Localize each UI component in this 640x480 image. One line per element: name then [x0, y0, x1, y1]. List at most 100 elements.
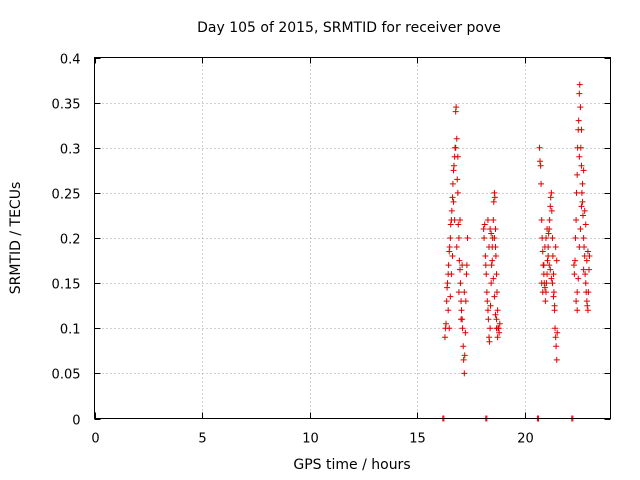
data-point: [494, 334, 501, 341]
data-point: [459, 262, 466, 269]
y-tick-labels: 0 0.05 0.1 0.15 0.2 0.25 0.3 0.35 0.4: [52, 53, 81, 429]
data-point: [487, 302, 494, 309]
data-point: [584, 307, 591, 314]
data-point: [552, 325, 559, 332]
data-point: [549, 235, 556, 241]
data-point: [582, 271, 589, 278]
data-point: [488, 230, 495, 237]
data-point: [496, 320, 503, 327]
data-point: [574, 307, 581, 314]
data-point: [457, 216, 463, 223]
y-axis-label: SRMTID / TECUs: [8, 182, 24, 295]
data-point: [550, 293, 557, 300]
data-point: [578, 126, 585, 133]
y-tick-label: 0.4: [60, 53, 81, 68]
data-point: [462, 298, 469, 305]
y-tick-label: 0.3: [60, 143, 81, 158]
x-tick-label: 15: [409, 432, 426, 447]
data-point: [493, 325, 500, 332]
data-point: [483, 289, 490, 296]
data-point: [548, 189, 555, 196]
data-point: [459, 325, 466, 332]
data-point: [575, 117, 582, 124]
x-tick-label: 0: [91, 432, 99, 447]
data-point: [493, 316, 500, 323]
data-point: [454, 153, 461, 160]
data-point: [483, 271, 490, 278]
data-point: [457, 280, 464, 287]
data-point: [538, 180, 545, 187]
data-point: [576, 90, 583, 97]
data-point: [441, 334, 448, 341]
data-point: [450, 198, 457, 205]
plot-frame: [94, 57, 611, 419]
data-point: [487, 325, 494, 332]
data-point: [582, 221, 589, 228]
axis-ticks: [94, 57, 611, 420]
x-tick-label: 20: [517, 432, 534, 447]
data-point: [490, 275, 497, 282]
data-point: [493, 271, 500, 278]
y-tick-label: 0.15: [52, 278, 81, 293]
data-point: [575, 275, 582, 282]
data-point: [461, 289, 468, 296]
data-point: [484, 298, 491, 305]
data-point: [582, 280, 589, 287]
data-point: [546, 216, 553, 223]
data-point: [487, 225, 494, 232]
data-point: [578, 189, 585, 196]
data-point: [461, 370, 468, 377]
data-point: [573, 189, 580, 196]
data-point: [453, 135, 460, 142]
data-point: [548, 275, 555, 282]
y-tick-label: 0.05: [52, 368, 81, 383]
data-point: [447, 235, 454, 241]
data-point: [448, 207, 455, 214]
data-point: [453, 244, 460, 251]
data-point: [580, 235, 587, 241]
data-point: [536, 158, 543, 165]
data-point: [488, 280, 495, 287]
data-point: [484, 307, 491, 314]
data-point: [585, 289, 592, 296]
chart-title: Day 105 of 2015, SRMTID for receiver pov…: [197, 20, 501, 36]
data-point: [443, 298, 450, 305]
data-point: [446, 325, 453, 332]
data-point: [453, 104, 460, 111]
data-point: [572, 257, 579, 264]
data-point: [554, 329, 561, 336]
data-point: [455, 221, 462, 228]
data-point: [481, 221, 488, 228]
data-point: [447, 221, 454, 228]
x-tick-label: 5: [198, 432, 206, 447]
data-point: [454, 176, 461, 183]
data-point: [482, 262, 489, 269]
data-point: [547, 203, 554, 210]
data-point: [460, 343, 467, 350]
data-point: [480, 225, 487, 232]
x-tick-label: 10: [302, 432, 319, 447]
x-tick-labels: 0 5 10 15 20: [91, 432, 533, 447]
y-tick-label: 0.1: [60, 323, 81, 338]
data-point: [553, 343, 560, 350]
data-points: [439, 81, 593, 422]
data-point: [553, 356, 560, 363]
data-point: [491, 235, 498, 241]
data-point: [583, 257, 590, 264]
y-tick-label: 0.35: [52, 98, 81, 113]
data-point: [549, 280, 556, 287]
data-point: [451, 216, 458, 223]
data-point: [449, 253, 456, 260]
data-point: [464, 235, 471, 241]
x-axis-label: GPS time / hours: [293, 457, 410, 473]
data-point: [542, 298, 549, 305]
data-point: [579, 212, 586, 219]
data-point: [454, 189, 461, 196]
y-tick-label: 0.25: [52, 188, 81, 203]
data-point: [445, 307, 452, 314]
grid: [94, 57, 611, 419]
data-point: [579, 198, 586, 205]
data-point: [578, 162, 585, 169]
data-point: [572, 235, 579, 241]
